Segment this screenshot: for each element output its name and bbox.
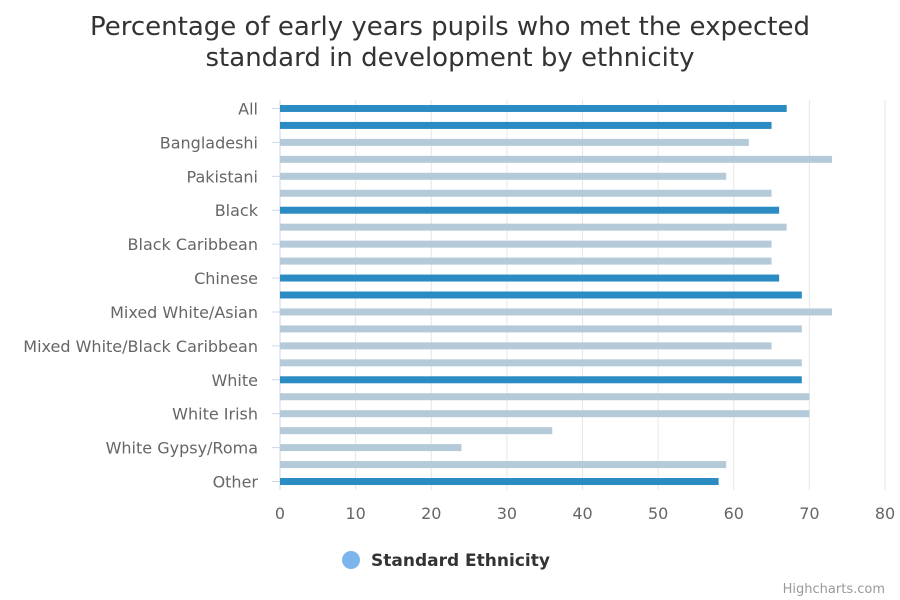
category-label: Other	[213, 473, 259, 492]
bar[interactable]: 69	[280, 325, 802, 333]
bar[interactable]: 66	[280, 206, 780, 214]
chart-title-line: standard in development by ethnicity	[206, 43, 695, 73]
value-tick-label: 40	[572, 504, 592, 523]
bar[interactable]: 69	[280, 376, 802, 384]
bar[interactable]: 70	[280, 410, 810, 418]
bar[interactable]: 73	[280, 308, 833, 316]
bar[interactable]: 36	[280, 427, 553, 435]
chart-title-line: Percentage of early years pupils who met…	[90, 12, 810, 42]
category-label: Black	[215, 201, 259, 220]
bar[interactable]: 24	[280, 444, 462, 452]
bar[interactable]: 59	[280, 461, 727, 469]
category-label: Bangladeshi	[160, 133, 258, 152]
value-tick-label: 0	[275, 504, 285, 523]
category-label: All	[238, 99, 258, 118]
category-label: White	[211, 371, 258, 390]
category-label: White Gypsy/Roma	[106, 439, 258, 458]
category-label: White Irish	[172, 405, 258, 424]
bar[interactable]: 62	[280, 138, 749, 146]
category-labels: All Bangladeshi Pakistani Black Black Caribb…	[23, 99, 280, 492]
category-label: Mixed White/Asian	[110, 303, 258, 322]
bar[interactable]: 58	[280, 478, 719, 486]
value-tick-label: 80	[875, 504, 895, 523]
legend-marker-icon	[342, 551, 360, 569]
legend-item[interactable]: Standard Ethnicity	[342, 551, 550, 571]
bar[interactable]: 65	[280, 121, 772, 129]
credits-link[interactable]: Highcharts.com	[783, 582, 885, 597]
bar[interactable]: 66	[280, 274, 780, 282]
bar[interactable]: 65	[280, 342, 772, 350]
chart-title: Percentage of early years pupils who met…	[90, 12, 810, 73]
value-tick-label: 60	[724, 504, 744, 523]
bar[interactable]: 65	[280, 240, 772, 248]
bar[interactable]: 65	[280, 257, 772, 265]
value-tick-label: 50	[648, 504, 668, 523]
category-label: Mixed White/Black Caribbean	[23, 337, 258, 356]
bar[interactable]: 65	[280, 189, 772, 197]
value-tick-label: 30	[497, 504, 517, 523]
bar[interactable]: 67	[280, 223, 787, 231]
bar[interactable]: 59	[280, 172, 727, 180]
bar[interactable]: 69	[280, 359, 802, 367]
category-label: Pakistani	[187, 167, 258, 186]
bar[interactable]: 70	[280, 393, 810, 401]
value-tick-label: 20	[421, 504, 441, 523]
bar[interactable]: 73	[280, 155, 833, 163]
category-label: Chinese	[194, 269, 258, 288]
value-tick-label: 10	[345, 504, 365, 523]
legend-label: Standard Ethnicity	[371, 551, 550, 571]
bar[interactable]: 69	[280, 291, 802, 299]
bar[interactable]: 67	[280, 104, 787, 112]
value-tick-label: 70	[799, 504, 819, 523]
value-axis-labels: 0 10 20 30 40 50 60 70 80	[275, 504, 895, 523]
category-label: Black Caribbean	[128, 235, 258, 254]
bars: 67 65 62 73 59 65 66 67 65 65 66 69 73 69 65 69 69 70 70 36…	[280, 104, 833, 486]
